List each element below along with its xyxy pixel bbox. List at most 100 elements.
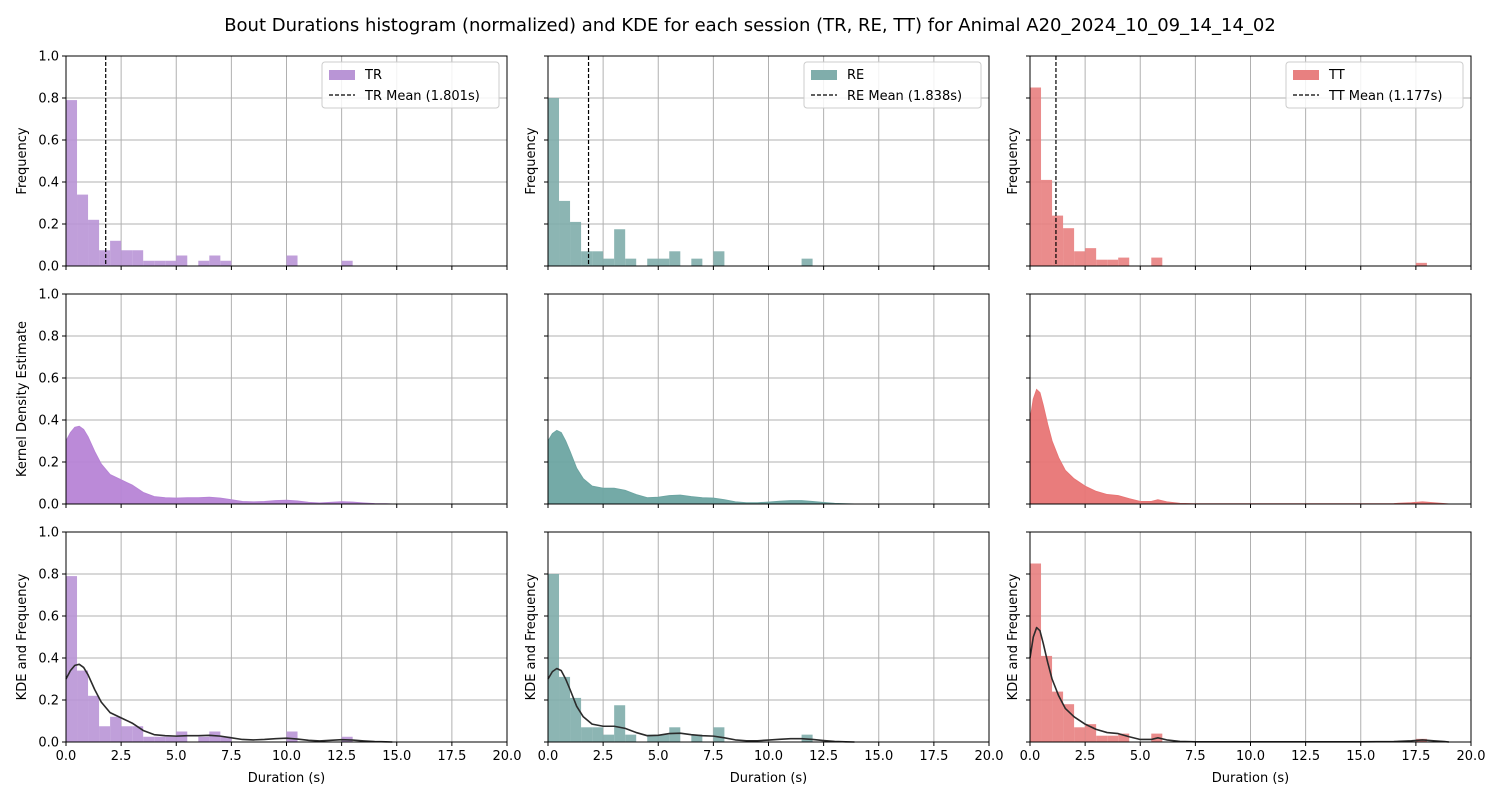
histogram-bar <box>592 251 604 266</box>
panel-re-row-1: Frequency RE RE Mean (1.838s) <box>524 55 990 270</box>
legend-swatch <box>329 70 355 80</box>
legend: RE RE Mean (1.838s) <box>803 61 982 109</box>
x-tick-label: 0.0 <box>538 749 559 764</box>
histogram-bar <box>669 251 681 266</box>
histogram-bar <box>713 251 725 266</box>
histogram-bar <box>603 734 615 742</box>
histogram-bar <box>1415 262 1427 266</box>
legend-label: TR <box>364 68 382 83</box>
legend-box <box>1285 61 1464 109</box>
y-tick-label: 0.0 <box>38 498 59 513</box>
histogram-bar <box>1074 251 1086 266</box>
x-tick-label: 12.5 <box>1291 749 1320 764</box>
histogram-bar <box>1030 563 1042 742</box>
x-tick-label: 12.5 <box>809 749 838 764</box>
histogram-bar <box>99 726 111 742</box>
x-tick-label: 12.5 <box>327 749 356 764</box>
panel-tt-row-1: Frequency TT TT Mean (1.177s) <box>1006 55 1472 270</box>
histogram-bar <box>220 736 232 742</box>
y-tick-label: 0.4 <box>38 176 59 191</box>
x-tick-label: 5.0 <box>648 749 669 764</box>
x-tick-label: 17.5 <box>1401 749 1430 764</box>
x-tick-label: 2.5 <box>111 749 132 764</box>
y-tick-label: 0.0 <box>38 260 59 275</box>
figure-title: Bout Durations histogram (normalized) an… <box>224 15 1276 36</box>
legend-label: RE <box>847 68 864 83</box>
histogram-bar <box>548 98 560 266</box>
histogram-bar <box>209 255 221 266</box>
histogram-bar <box>1085 248 1097 266</box>
y-tick-label: 0.2 <box>38 218 59 233</box>
histogram-bar <box>341 260 353 266</box>
histogram-bar <box>198 736 210 742</box>
panel-tr-row-3: 0.0 2.5 5.0 7.5 10.0 12.5 15.0 17.5 20.0 0.0 0.2 0.… <box>15 526 521 787</box>
histogram-bar <box>570 697 582 742</box>
histogram-bar <box>286 731 298 742</box>
panel-re-row-2 <box>544 293 990 508</box>
y-axis-label: KDE and Frequency <box>1006 573 1021 700</box>
y-axis-label: KDE and Frequency <box>15 573 30 700</box>
histogram-bar <box>625 258 637 266</box>
kde-line <box>65 663 393 743</box>
y-tick-label: 0.6 <box>38 610 59 625</box>
histogram-bar <box>801 258 813 266</box>
histogram-bar <box>581 251 593 266</box>
x-tick-label: 0.0 <box>56 749 77 764</box>
y-axis-label: KDE and Frequency <box>524 573 539 700</box>
x-tick-label: 2.5 <box>1075 749 1096 764</box>
x-tick-label: 15.0 <box>864 749 893 764</box>
histogram-bar <box>66 100 78 266</box>
histogram-bar <box>1096 735 1108 742</box>
histogram-bar <box>143 736 155 742</box>
panel-tr-row-2: 0.0 0.2 0.4 0.6 0.8 1.0 Kernel Density Estimat… <box>15 288 508 513</box>
legend-box <box>321 61 500 109</box>
histogram-bar <box>1118 733 1130 742</box>
histogram-bar <box>647 734 659 742</box>
histogram-bar <box>1030 87 1042 266</box>
x-tick-label: 10.0 <box>754 749 783 764</box>
histogram-bar <box>154 736 166 742</box>
x-axis-label: Duration (s) <box>1212 771 1290 786</box>
legend-mean-label: TT Mean (1.177s) <box>1328 89 1442 104</box>
histogram-bar <box>625 734 637 742</box>
x-tick-label: 20.0 <box>975 749 1004 764</box>
histogram-bar <box>1096 259 1108 266</box>
histogram-bar <box>548 574 560 742</box>
histogram-bar <box>209 731 221 742</box>
x-tick-label: 20.0 <box>1457 749 1486 764</box>
kde-area <box>65 425 393 505</box>
kde-area <box>547 429 855 505</box>
histogram-bar <box>165 736 177 742</box>
histogram-bar <box>1085 724 1097 742</box>
histogram-bar <box>176 255 188 266</box>
histogram-bar <box>1118 257 1130 266</box>
y-tick-label: 0.0 <box>38 736 59 751</box>
histogram-bar <box>647 258 659 266</box>
histogram-bar <box>77 670 89 742</box>
histogram-bar <box>658 258 670 266</box>
y-tick-label: 0.4 <box>38 414 59 429</box>
histogram-bar <box>286 255 298 266</box>
x-axis-label: Duration (s) <box>248 771 326 786</box>
y-axis-label: Frequency <box>524 127 539 194</box>
x-tick-label: 5.0 <box>166 749 187 764</box>
histogram-bar <box>77 194 89 266</box>
x-tick-label: 0.0 <box>1020 749 1041 764</box>
y-tick-label: 0.6 <box>38 134 59 149</box>
histogram-bar <box>1063 704 1075 742</box>
kde-area <box>1029 388 1449 505</box>
panels: 0.0 0.2 0.4 0.6 0.8 1.0 Frequency TR TR Mean (1.… <box>15 50 1485 787</box>
histogram-bar <box>669 727 681 742</box>
y-tick-label: 1.0 <box>38 288 59 303</box>
x-tick-label: 7.5 <box>1185 749 1206 764</box>
histogram-bar <box>603 258 615 266</box>
panel-tt-row-3: 0.0 2.5 5.0 7.5 10.0 12.5 15.0 17.5 20.0 KDE and … <box>1006 531 1486 786</box>
histogram-bar <box>176 731 188 742</box>
y-tick-label: 0.8 <box>38 92 59 107</box>
y-tick-label: 0.4 <box>38 652 59 667</box>
histogram-bar <box>1041 179 1053 266</box>
histogram-bar <box>66 576 78 742</box>
histogram-bar <box>713 727 725 742</box>
x-tick-label: 17.5 <box>437 749 466 764</box>
histogram-bar <box>121 726 133 742</box>
